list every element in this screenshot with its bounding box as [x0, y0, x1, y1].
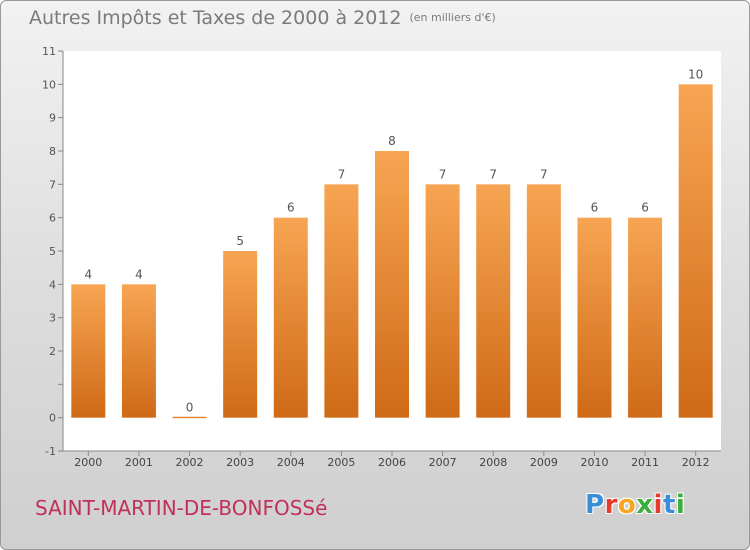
chart-title: Autres Impôts et Taxes de 2000 à 2012 (en… — [29, 7, 496, 29]
y-tick-label: 6 — [49, 212, 56, 225]
logo-letter: o — [617, 490, 637, 520]
bar-2006 — [375, 151, 409, 418]
data-label-2001: 4 — [135, 267, 143, 281]
data-label-2006: 8 — [388, 134, 396, 148]
x-tick-label: 2000 — [74, 456, 102, 469]
commune-name: SAINT-MARTIN-DE-BONFOSSé — [35, 496, 328, 520]
bars-group: 4 4 0 5 6 7 8 7 7 7 6 6 10 — [71, 67, 713, 419]
logo-letter: P — [585, 490, 605, 520]
y-tick-label: 3 — [49, 312, 56, 325]
logo-letter: i — [675, 490, 686, 520]
data-label-2011: 6 — [641, 201, 649, 215]
bar-2004 — [273, 217, 308, 418]
bar-2005 — [324, 184, 359, 418]
chart-unit: (en milliers d'€) — [409, 11, 496, 24]
bar-2003 — [223, 251, 258, 418]
x-tick-label: 2004 — [277, 456, 305, 469]
bar-2010 — [577, 217, 612, 418]
y-tick-label: 0 — [49, 412, 56, 425]
x-tick-label: 2007 — [429, 456, 457, 469]
x-tick-label: 2005 — [327, 456, 355, 469]
data-label-2007: 7 — [439, 167, 447, 181]
y-tick-label: 2 — [49, 345, 56, 358]
x-tick-label: 2003 — [226, 456, 254, 469]
data-label-2009: 7 — [540, 167, 548, 181]
x-tick-label: 2002 — [176, 456, 204, 469]
data-label-2004: 6 — [287, 201, 295, 215]
x-tick-label: 2011 — [631, 456, 659, 469]
data-label-2005: 7 — [338, 167, 346, 181]
chart-title-text: Autres Impôts et Taxes de 2000 à 2012 — [29, 7, 402, 29]
data-label-2003: 5 — [236, 234, 244, 248]
logo-letter: t — [662, 490, 676, 520]
data-label-2008: 7 — [489, 167, 497, 181]
data-label-2002: 0 — [186, 401, 194, 415]
y-tick-label: 8 — [49, 145, 56, 158]
bar-2007 — [425, 184, 460, 418]
y-tick-label: -1 — [45, 445, 56, 458]
bar-2012 — [678, 84, 713, 418]
logo-letter: i — [653, 490, 663, 520]
bar-2001 — [121, 284, 156, 418]
x-tick-label: 2012 — [682, 456, 710, 469]
x-tick-label: 2001 — [125, 456, 153, 469]
logo-letter: x — [636, 490, 654, 520]
y-tick-label: 10 — [42, 78, 56, 91]
bar-2011 — [628, 217, 663, 418]
bar-2008 — [476, 184, 511, 418]
bar-2002 — [172, 416, 207, 419]
logo-letter: r — [604, 490, 618, 520]
bar-2009 — [526, 184, 561, 418]
y-tick-label: 5 — [49, 245, 56, 258]
bar-2000 — [71, 284, 106, 418]
x-tick-label: 2009 — [530, 456, 558, 469]
axes-group: -1 0 2 3 4 5 6 7 8 9 10 11 2000 2001 2002 2003 2004 2005 2… — [42, 45, 721, 469]
data-label-2012: 10 — [688, 67, 703, 81]
y-tick-label: 9 — [49, 112, 56, 125]
proxiti-logo: Proxiti — [585, 490, 685, 520]
y-tick-label: 11 — [42, 45, 56, 58]
x-tick-label: 2010 — [580, 456, 608, 469]
x-tick-label: 2008 — [479, 456, 507, 469]
data-label-2000: 4 — [84, 267, 92, 281]
y-tick-label: 4 — [49, 278, 56, 291]
y-tick-label: 7 — [49, 178, 56, 191]
x-tick-label: 2006 — [378, 456, 406, 469]
data-label-2010: 6 — [591, 201, 599, 215]
